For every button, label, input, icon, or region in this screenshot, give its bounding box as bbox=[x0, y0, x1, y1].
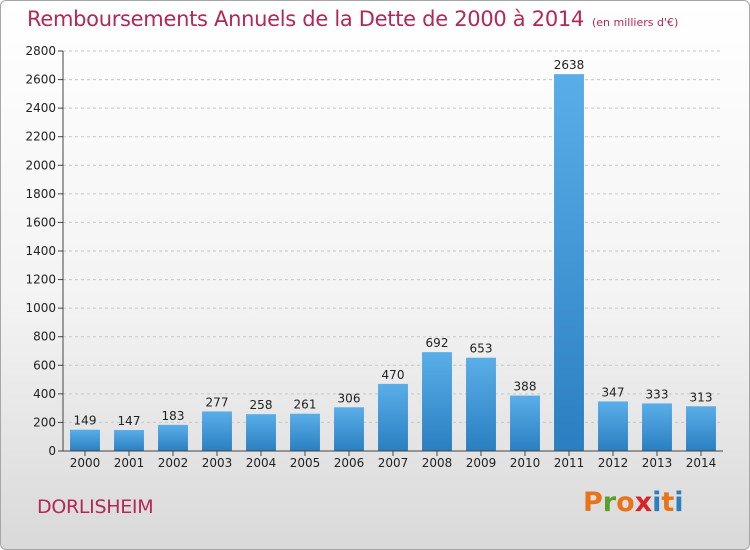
x-tick-label: 2004 bbox=[246, 456, 277, 470]
logo-letter: r bbox=[602, 487, 617, 518]
x-tick-label: 2005 bbox=[290, 456, 321, 470]
y-tick-label: 1400 bbox=[25, 244, 56, 258]
y-tick-label: 2600 bbox=[25, 73, 56, 87]
y-tick-label: 1600 bbox=[25, 215, 56, 229]
y-tick-label: 0 bbox=[48, 444, 56, 458]
logo-letter: t bbox=[661, 487, 675, 518]
y-tick-label: 800 bbox=[33, 330, 56, 344]
bar bbox=[642, 403, 672, 451]
x-tick-label: 2007 bbox=[378, 456, 409, 470]
bar bbox=[686, 406, 716, 451]
x-tick-label: 2003 bbox=[202, 456, 233, 470]
logo-letter: P bbox=[583, 487, 603, 518]
y-tick-label: 1000 bbox=[25, 301, 56, 315]
bar-value-label: 258 bbox=[250, 398, 273, 412]
bar bbox=[70, 429, 100, 451]
x-tick-label: 2013 bbox=[642, 456, 673, 470]
bar-value-label: 261 bbox=[294, 398, 317, 412]
bar bbox=[554, 74, 584, 452]
bar-value-label: 183 bbox=[162, 409, 185, 423]
chart-title: Remboursements Annuels de la Dette de 20… bbox=[27, 7, 678, 31]
logo-letter: i bbox=[674, 487, 684, 518]
y-tick-label: 2000 bbox=[25, 158, 56, 172]
title-text: Remboursements Annuels de la Dette de 20… bbox=[27, 7, 584, 31]
bar-value-label: 692 bbox=[426, 336, 449, 350]
y-tick-label: 2800 bbox=[25, 44, 56, 58]
x-tick-label: 2010 bbox=[510, 456, 541, 470]
bar bbox=[202, 411, 232, 451]
y-tick-label: 600 bbox=[33, 358, 56, 372]
commune-name: DORLISHEIM bbox=[37, 496, 154, 518]
logo-letter: o bbox=[616, 487, 635, 518]
y-tick-label: 2200 bbox=[25, 130, 56, 144]
bar bbox=[510, 395, 540, 451]
bars: 149 147 183 277 258 261 306 470 692 653 388 2638 347… bbox=[70, 58, 716, 452]
y-tick-label: 1800 bbox=[25, 187, 56, 201]
bar-value-label: 306 bbox=[338, 391, 361, 405]
proxiti-logo: Proxiti bbox=[583, 487, 684, 518]
x-tick-label: 2006 bbox=[334, 456, 365, 470]
x-tick-label: 2008 bbox=[422, 456, 453, 470]
bar-value-label: 333 bbox=[646, 387, 669, 401]
bar bbox=[598, 401, 628, 451]
y-tick-label: 400 bbox=[33, 387, 56, 401]
x-tick-label: 2012 bbox=[598, 456, 629, 470]
x-tick-label: 2000 bbox=[70, 456, 101, 470]
bar-value-label: 388 bbox=[514, 380, 537, 394]
bar-value-label: 470 bbox=[382, 368, 405, 382]
x-tick-label: 2014 bbox=[686, 456, 717, 470]
bar-value-label: 313 bbox=[690, 390, 713, 404]
bar bbox=[246, 414, 276, 451]
bar-value-label: 653 bbox=[470, 342, 493, 356]
bar-value-label: 147 bbox=[118, 414, 141, 428]
bar-value-label: 2638 bbox=[554, 58, 585, 72]
chart-subtitle: (en milliers d'€) bbox=[592, 16, 679, 29]
y-tick-label: 1200 bbox=[25, 273, 56, 287]
bar bbox=[114, 430, 144, 451]
bar bbox=[466, 357, 496, 451]
x-tick-label: 2002 bbox=[158, 456, 189, 470]
x-tick-label: 2001 bbox=[114, 456, 145, 470]
axes: 0 200 400 600 800 1000 1200 1400 1600 1800 2000 220… bbox=[25, 44, 723, 470]
bar bbox=[290, 413, 320, 451]
y-tick-label: 200 bbox=[33, 415, 56, 429]
bar bbox=[378, 383, 408, 451]
logo-letter: i bbox=[652, 487, 662, 518]
bar-value-label: 347 bbox=[602, 385, 625, 399]
x-tick-label: 2011 bbox=[554, 456, 585, 470]
bar bbox=[334, 407, 364, 451]
x-tick-label: 2009 bbox=[466, 456, 497, 470]
logo-letter: x bbox=[634, 487, 653, 518]
y-tick-label: 2400 bbox=[25, 101, 56, 115]
bar-value-label: 277 bbox=[206, 395, 229, 409]
bar bbox=[422, 352, 452, 451]
bar-value-label: 149 bbox=[74, 414, 97, 428]
bar bbox=[158, 424, 188, 451]
